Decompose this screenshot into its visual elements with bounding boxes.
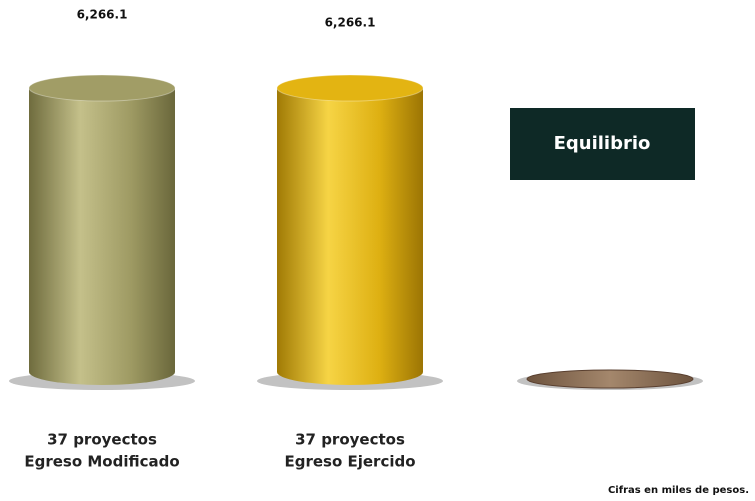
annotation-box xyxy=(510,108,695,180)
bar xyxy=(277,88,423,372)
footnote: Cifras en miles de pesos. xyxy=(608,485,749,496)
value-label: 6,266.1 xyxy=(77,8,128,22)
category-label: Egreso Ejercido xyxy=(284,453,415,471)
bar xyxy=(29,88,175,372)
bar xyxy=(526,369,694,389)
category-label: Egreso Modificado xyxy=(24,453,179,471)
category-label: 37 proyectos xyxy=(47,431,157,449)
annotation: Equilibrio xyxy=(554,133,651,154)
bar-bottom xyxy=(29,359,175,385)
category-label: 37 proyectos xyxy=(295,431,405,449)
bar-top xyxy=(276,74,424,102)
value-label: 6,266.1 xyxy=(325,16,376,30)
bar-top xyxy=(28,74,176,102)
bar-bottom xyxy=(277,359,423,385)
